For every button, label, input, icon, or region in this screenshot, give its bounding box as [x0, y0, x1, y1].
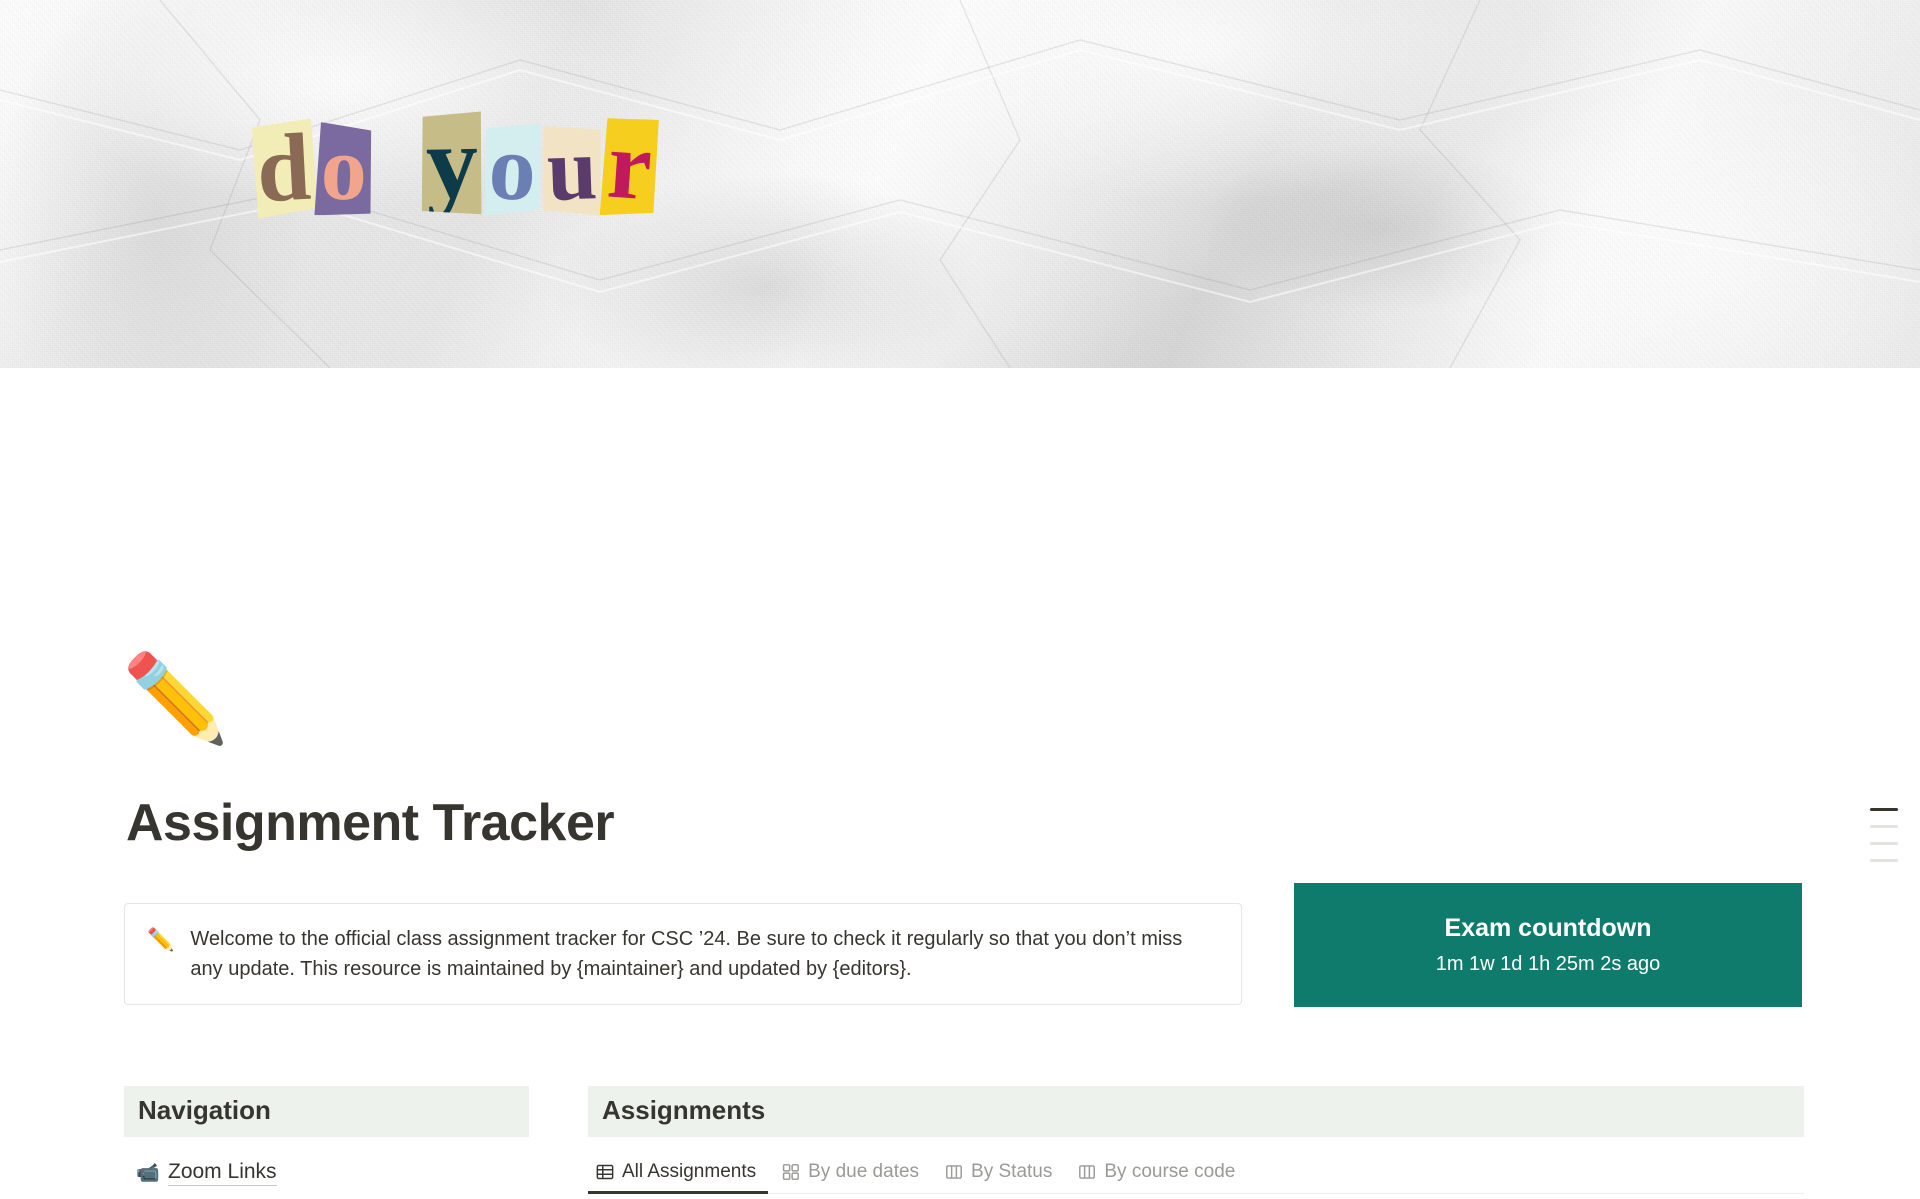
- collage-letter: o: [482, 120, 544, 218]
- collage-letter: d: [250, 118, 318, 218]
- tab-label: By Status: [971, 1161, 1053, 1182]
- collage-letter: o: [315, 122, 374, 217]
- toc-line[interactable]: [1870, 842, 1898, 845]
- toc-line[interactable]: [1870, 859, 1898, 862]
- sidebar-item-course-resources[interactable]: 📚 Course Resources: [124, 1193, 529, 1199]
- toc-line-active[interactable]: [1870, 808, 1898, 811]
- sidebar-item-label: Zoom Links: [168, 1160, 277, 1186]
- page-icon-pencil-icon[interactable]: ✏️: [122, 651, 230, 747]
- board-icon: [1078, 1163, 1096, 1181]
- tab-label: By due dates: [808, 1161, 920, 1182]
- page-title: Assignment Tracker: [126, 794, 615, 852]
- tab-label: By course code: [1104, 1161, 1236, 1182]
- left-sidebar-column: Navigation 📹 Zoom Links 📚 Course Resourc…: [124, 1086, 529, 1199]
- collage-letter: r: [600, 116, 660, 219]
- table-icon: [596, 1163, 614, 1181]
- page-cover-banner: d o y o u r: [0, 0, 1920, 368]
- sidebar-item-zoom-links[interactable]: 📹 Zoom Links: [124, 1153, 529, 1193]
- navigation-list: 📹 Zoom Links 📚 Course Resources 💬 WhatsA…: [124, 1153, 529, 1199]
- tab-all-assignments[interactable]: All Assignments: [588, 1157, 769, 1194]
- collage-letter: u: [541, 124, 604, 218]
- crumpled-paper-texture: [0, 0, 1920, 368]
- tab-by-due-dates[interactable]: By due dates: [774, 1157, 931, 1193]
- assignments-heading: Assignments: [588, 1086, 1804, 1137]
- table-of-contents-rail[interactable]: [1870, 808, 1898, 862]
- collage-letter: y: [420, 111, 484, 217]
- main-content-column: Assignments All Assignments: [588, 1086, 1804, 1199]
- board-icon: [945, 1163, 963, 1181]
- callout-text: Welcome to the official class assignment…: [190, 928, 1183, 980]
- toc-line[interactable]: [1870, 825, 1898, 828]
- welcome-callout: ✏️ Welcome to the official class assignm…: [124, 903, 1242, 1005]
- tab-by-course-code[interactable]: By course code: [1070, 1157, 1247, 1193]
- navigation-heading: Navigation: [124, 1086, 529, 1137]
- collage-headline: d o y o u r: [252, 112, 658, 217]
- gallery-icon: [782, 1163, 800, 1181]
- video-camera-icon: 📹: [136, 1163, 160, 1184]
- tab-label: All Assignments: [622, 1161, 757, 1182]
- exam-countdown-card: Exam countdown 1m 1w 1d 1h 25m 2s ago: [1294, 883, 1802, 1007]
- database-view-tabs: All Assignments By due dates: [588, 1151, 1804, 1194]
- tab-by-status[interactable]: By Status: [937, 1157, 1064, 1193]
- countdown-value: 1m 1w 1d 1h 25m 2s ago: [1435, 953, 1661, 975]
- pencil-icon: ✏️: [147, 927, 175, 952]
- countdown-title: Exam countdown: [1444, 914, 1652, 942]
